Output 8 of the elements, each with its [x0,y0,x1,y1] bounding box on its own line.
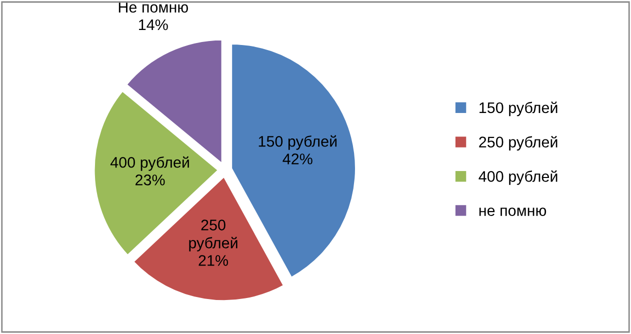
legend-label: 150 рублей [480,102,558,116]
data-label: 250 рублей 21% [189,220,238,266]
data-label: 400 рублей 23% [110,156,189,186]
legend-label: не помню [479,208,546,216]
legend-label: 250 рублей [479,136,558,151]
legend-label: 400 рублей [478,170,558,185]
data-label: Не помню 14% [118,2,188,30]
data-label: 150 рублей 42% [258,135,337,164]
